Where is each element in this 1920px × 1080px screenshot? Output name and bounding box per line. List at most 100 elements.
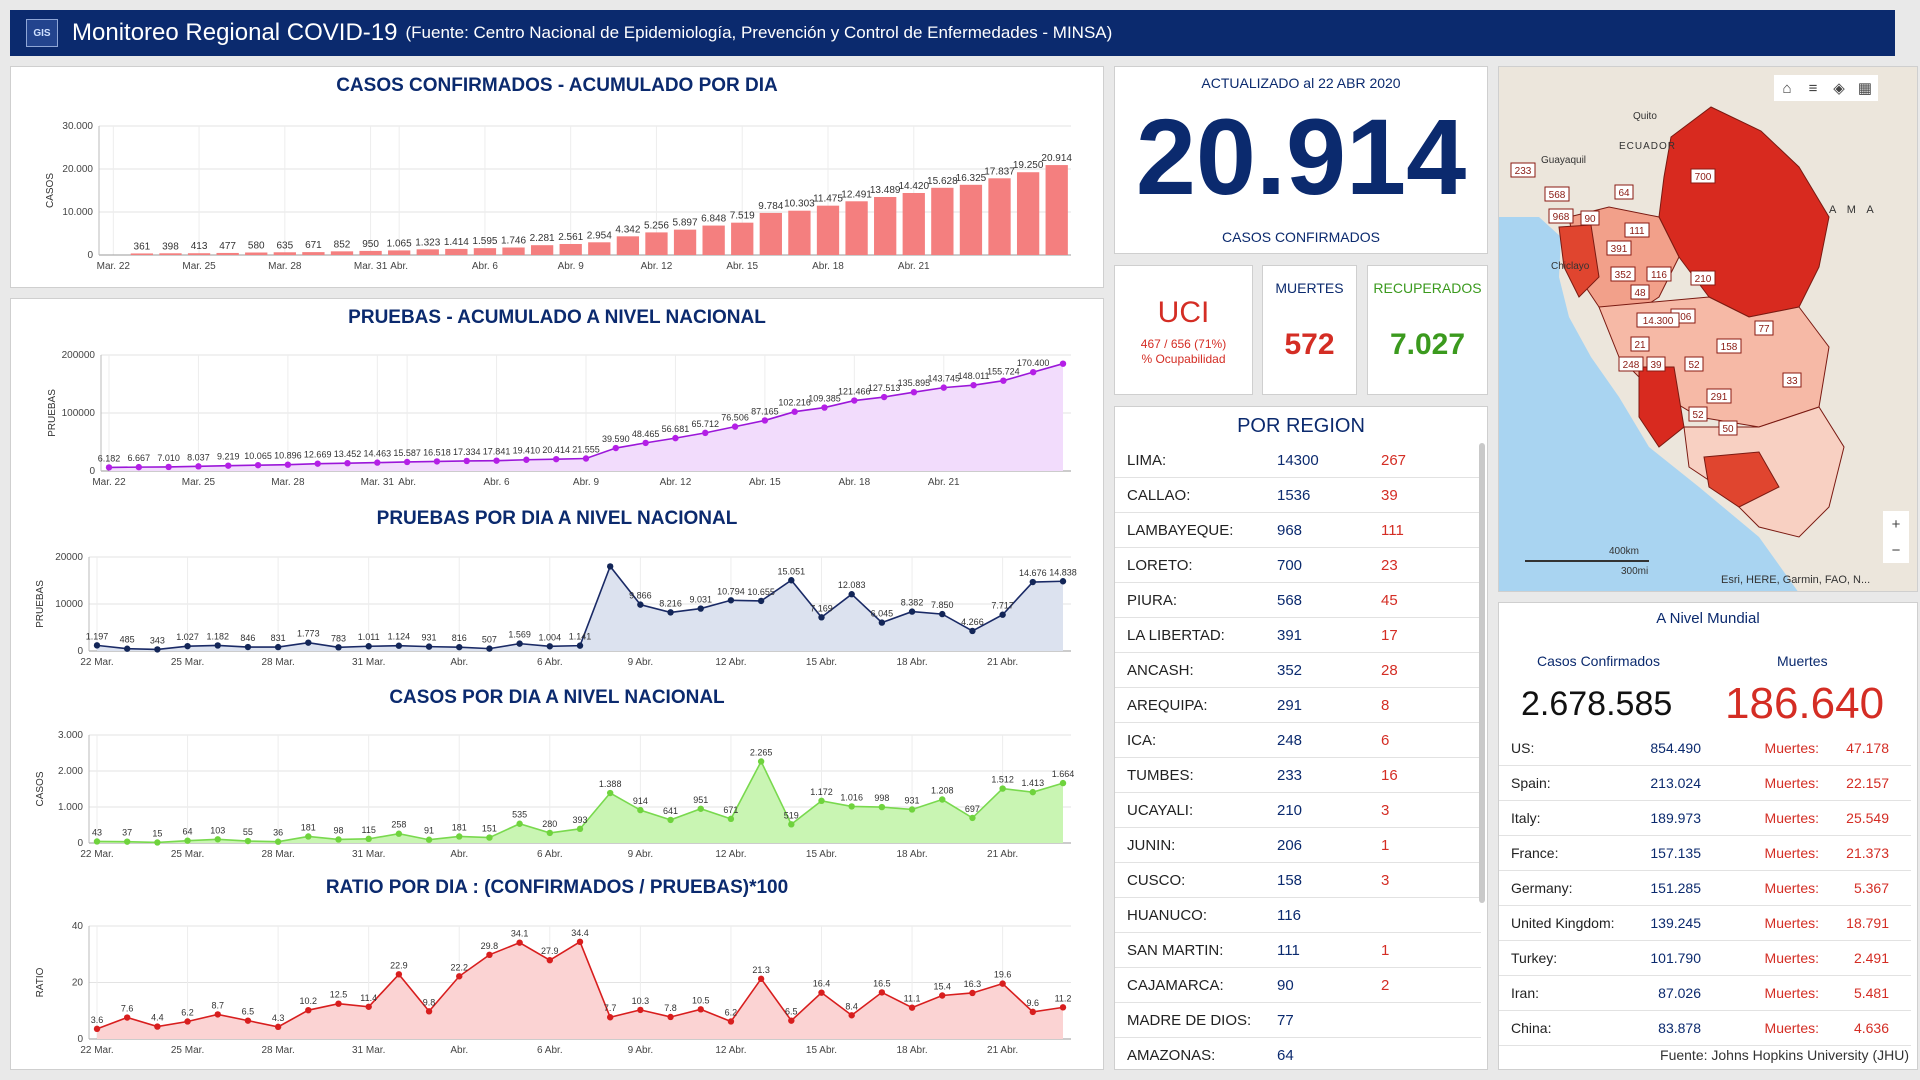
region-row[interactable]: CUSCO: 158 3	[1115, 863, 1481, 898]
world-row[interactable]: France: 157.135 Muertes: 21.373	[1499, 836, 1911, 871]
bar	[245, 252, 268, 255]
region-row[interactable]: AREQUIPA: 291 8	[1115, 688, 1481, 723]
x-tick-label: 12 Abr.	[715, 849, 746, 860]
map-region-badge[interactable]: 111	[1624, 222, 1650, 238]
region-row[interactable]: HUANUCO: 116	[1115, 898, 1481, 933]
data-label: 477	[219, 241, 236, 252]
home-icon[interactable]: ⌂	[1774, 75, 1800, 101]
x-tick-label: 25 Mar.	[171, 849, 204, 860]
map-region-badge[interactable]: 39	[1646, 356, 1666, 372]
region-row[interactable]: UCAYALI: 210 3	[1115, 793, 1481, 828]
map-region-badge[interactable]: 21	[1630, 336, 1650, 352]
region-row[interactable]: ANCASH: 352 28	[1115, 653, 1481, 688]
region-row[interactable]: LA LIBERTAD: 391 17	[1115, 618, 1481, 653]
data-point	[1029, 368, 1037, 376]
country-name: Iran:	[1511, 985, 1540, 1001]
world-row[interactable]: Spain: 213.024 Muertes: 22.157	[1499, 766, 1911, 801]
region-cases: 14300	[1277, 451, 1319, 469]
uci-occupancy-label: % Ocupabilidad	[1141, 352, 1226, 366]
region-scrollbar[interactable]	[1479, 443, 1485, 903]
world-row[interactable]: Turkey: 101.790 Muertes: 2.491	[1499, 941, 1911, 976]
data-label: 641	[663, 806, 678, 816]
region-row[interactable]: LAMBAYEQUE: 968 111	[1115, 513, 1481, 548]
region-row[interactable]: AMAZONAS: 64	[1115, 1038, 1481, 1069]
region-deaths: 45	[1381, 591, 1398, 609]
list-icon[interactable]: ≡	[1800, 75, 1826, 101]
x-tick-label: Abr. 6	[472, 261, 499, 272]
region-row[interactable]: CAJAMARCA: 90 2	[1115, 968, 1481, 1003]
world-row[interactable]: Germany: 151.285 Muertes: 5.367	[1499, 871, 1911, 906]
map-region-badge[interactable]: 116	[1646, 266, 1672, 282]
map-region-badge[interactable]: 52	[1684, 356, 1704, 372]
map-region-badge[interactable]: 33	[1782, 372, 1802, 388]
zoom-out-button[interactable]: −	[1883, 537, 1909, 563]
country-cases: 83.878	[1658, 1020, 1701, 1036]
layers-icon[interactable]: ◈	[1826, 75, 1852, 101]
data-label: 181	[301, 822, 316, 832]
map-region-badge[interactable]: 64	[1614, 184, 1634, 200]
data-point	[516, 640, 523, 647]
region-cases: 291	[1277, 696, 1303, 714]
map-region-badge[interactable]: 391	[1606, 240, 1632, 256]
region-row[interactable]: ICA: 248 6	[1115, 723, 1481, 758]
y-axis-label: RATIO	[35, 967, 46, 997]
region-row[interactable]: CALLAO: 1536 39	[1115, 478, 1481, 513]
data-label: 12.083	[838, 580, 866, 590]
zoom-in-button[interactable]: +	[1883, 511, 1909, 537]
data-label: 11.4	[360, 993, 377, 1003]
data-label: 1.773	[297, 629, 320, 639]
world-row[interactable]: US: 854.490 Muertes: 47.178	[1499, 731, 1911, 766]
map-region-badge[interactable]: 48	[1630, 284, 1650, 300]
region-row[interactable]: SAN MARTIN: 111 1	[1115, 933, 1481, 968]
map-region-badge[interactable]: 77	[1754, 320, 1774, 336]
y-tick-label: 2.000	[58, 766, 83, 777]
map-region-badge[interactable]: 700	[1690, 168, 1716, 184]
world-row[interactable]: Italy: 189.973 Muertes: 25.549	[1499, 801, 1911, 836]
x-tick-label: 18 Abr.	[896, 1045, 927, 1056]
bar	[702, 225, 725, 255]
bar	[788, 210, 811, 255]
data-point	[214, 642, 221, 649]
data-label: 1.016	[840, 792, 863, 802]
map-region-badge[interactable]: 352	[1610, 266, 1636, 282]
basemap-icon[interactable]: ▦	[1852, 75, 1878, 101]
region-row[interactable]: TUMBES: 233 16	[1115, 758, 1481, 793]
data-point	[731, 423, 739, 430]
map-region-badge[interactable]: 248	[1618, 356, 1644, 372]
data-point	[154, 1023, 161, 1030]
map-region-badge[interactable]: 233	[1510, 162, 1536, 178]
map-region-badge[interactable]: 291	[1706, 388, 1732, 404]
world-row[interactable]: China: 83.878 Muertes: 4.636	[1499, 1011, 1911, 1046]
region-list[interactable]: LIMA: 14300 267 CALLAO: 1536 39 LAMBAYEQUE: 968…	[1115, 443, 1481, 1069]
world-row[interactable]: United Kingdom: 139.245 Muertes: 18.791	[1499, 906, 1911, 941]
map-region-badge[interactable]: 968	[1548, 208, 1574, 224]
region-deaths: 267	[1381, 451, 1407, 469]
region-row[interactable]: LIMA: 14300 267	[1115, 443, 1481, 478]
region-row[interactable]: MADRE DE DIOS: 77	[1115, 1003, 1481, 1038]
x-tick-label: 12 Abr.	[715, 1045, 746, 1056]
data-point	[788, 821, 795, 828]
map-region-badge[interactable]: 90	[1580, 210, 1600, 226]
data-label: 20.914	[1041, 153, 1072, 164]
map-label-guayaquil: Guayaquil	[1541, 155, 1586, 166]
world-list[interactable]: US: 854.490 Muertes: 47.178 Spain: 213.024 Mue…	[1499, 731, 1911, 1046]
world-row[interactable]: Iran: 87.026 Muertes: 5.481	[1499, 976, 1911, 1011]
region-row[interactable]: PIURA: 568 45	[1115, 583, 1481, 618]
region-row[interactable]: LORETO: 700 23	[1115, 548, 1481, 583]
map-region-badge[interactable]: 14.300	[1636, 312, 1680, 328]
bar	[588, 242, 611, 255]
data-point	[305, 639, 312, 646]
region-row[interactable]: JUNIN: 206 1	[1115, 828, 1481, 863]
y-tick-label: 10000	[55, 599, 83, 610]
map-region-badge[interactable]: 568	[1544, 186, 1570, 202]
map-panel[interactable]: 700 233 568 64 968 90 111 391 352 116 210 48 206 14.3…	[1498, 66, 1918, 592]
map-region-badge[interactable]: 210	[1690, 270, 1716, 286]
data-label: 1.141	[569, 632, 592, 642]
data-point	[878, 803, 886, 811]
map-region-badge[interactable]: 52	[1688, 406, 1708, 422]
map-region-badge[interactable]: 50	[1718, 420, 1738, 436]
map-region-badge[interactable]: 158	[1716, 338, 1742, 354]
y-tick-label: 3.000	[58, 730, 83, 741]
data-label: 535	[512, 810, 527, 820]
